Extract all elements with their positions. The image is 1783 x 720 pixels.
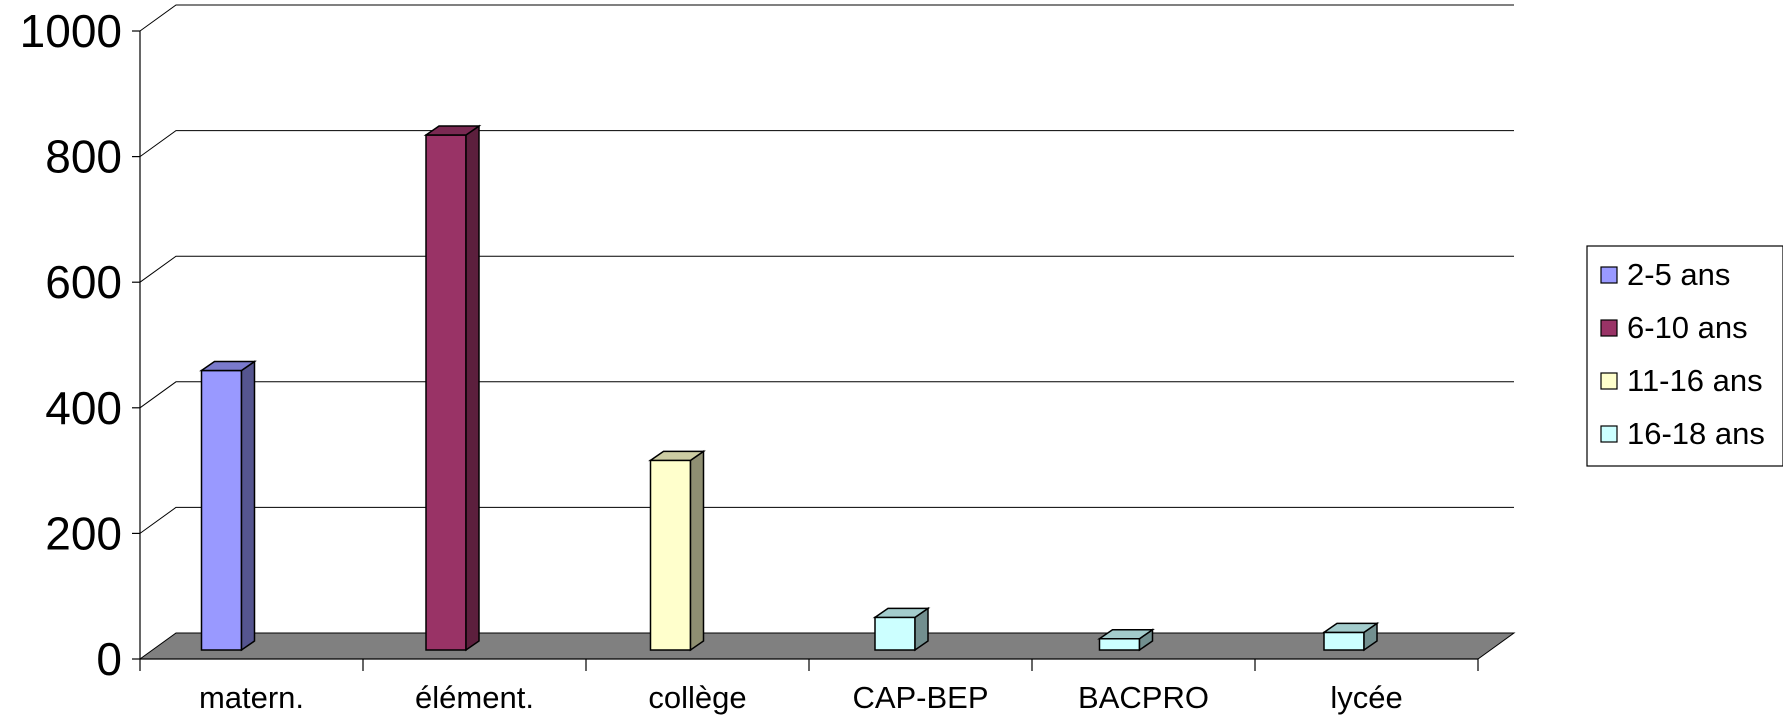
gridline [139,381,1514,409]
y-tick-label: 400 [45,382,122,434]
legend-swatch [1600,266,1618,284]
bar-top [1321,622,1380,634]
bar-top [1097,628,1155,640]
y-tick-label: 200 [45,507,122,559]
y-tick-label: 1000 [20,5,122,57]
legend-box [1586,245,1783,467]
bar-front [1323,631,1365,651]
bar-front [874,616,916,651]
bar-top [872,607,931,619]
y-tick-label: 800 [45,131,122,183]
y-tick-label: 0 [96,633,122,685]
legend-swatch [1600,425,1618,443]
bar [648,449,706,652]
x-tick-label: CAP-BEP [852,680,988,715]
legend-swatch [1600,319,1618,337]
bar-top [648,450,706,462]
legend-label: 6-10 ans [1627,310,1748,345]
bar-front [425,134,467,651]
gridline [139,255,1514,283]
y-tick-label: 600 [45,256,122,308]
gridline [139,130,1514,158]
bar [423,124,482,652]
bar-top [199,360,257,372]
bar [1097,628,1155,652]
bar [872,606,931,652]
x-tick-label: collège [648,680,746,715]
bar [199,360,257,652]
gridline [139,506,1514,534]
bar-side [240,360,256,652]
x-tick-label: matern. [199,680,304,715]
legend-swatch [1600,372,1618,390]
x-tick-label: élément. [415,680,534,715]
bar [1321,621,1380,652]
legend-label: 16-18 ans [1627,416,1765,451]
bar-front [200,369,243,651]
bar-front [649,459,692,651]
legend-label: 11-16 ans [1627,363,1763,398]
bar-side [465,124,480,652]
bar-top [423,125,482,136]
bar-front [1098,637,1141,651]
x-tick-label: BACPRO [1078,680,1209,715]
chart-floor [138,632,1516,660]
legend-label: 2-5 ans [1627,257,1730,292]
gridline [139,4,1514,32]
bar-side [689,449,705,652]
x-tick-label: lycée [1330,680,1402,715]
